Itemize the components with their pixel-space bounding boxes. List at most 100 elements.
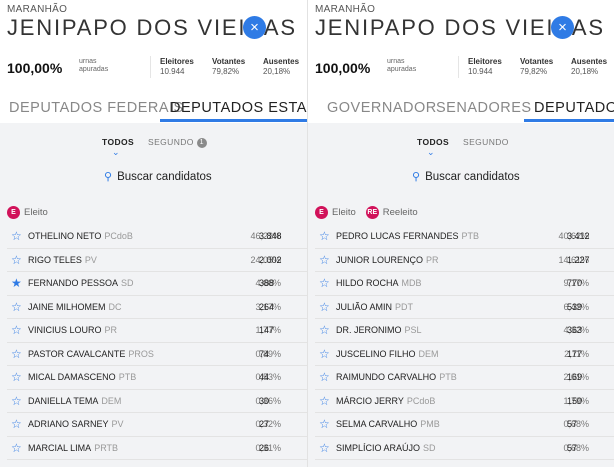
elected-badge-icon: E xyxy=(7,206,20,219)
tab-deputados-federais[interactable]: DEPUTADOS FEDERAIS xyxy=(9,100,184,116)
candidate-row[interactable]: ☆ PEDRO LUCAS FERNANDES PTB 40,62% 3.412 xyxy=(315,225,614,249)
vote-count: 147 xyxy=(259,325,275,335)
vote-count: 3.412 xyxy=(567,231,590,241)
candidate-name-wrap: SELMA CARVALHO PMB xyxy=(336,419,440,429)
panel-divider xyxy=(307,0,308,467)
candidate-row[interactable]: ☆ DR. JERONIMO PSL 4,32% 363 xyxy=(315,319,614,343)
stat-value: 10.944 xyxy=(160,67,185,76)
vote-count: 177 xyxy=(567,348,583,359)
elected-badge-icon: E xyxy=(315,206,328,219)
vote-percent: 40,62% xyxy=(558,231,589,241)
candidate-name-wrap: MARCIAL LIMA PRTB xyxy=(28,443,118,453)
candidate-row[interactable]: ☆ SELMA CARVALHO PMB 0,68% 57 xyxy=(315,413,614,437)
candidate-name-wrap: VINICIUS LOURO PR xyxy=(28,325,117,335)
stats-separator xyxy=(150,56,151,78)
tab-deputados-federais[interactable]: DEPUTADOS F xyxy=(534,100,614,116)
candidate-name: PASTOR CAVALCANTE xyxy=(28,348,126,359)
candidate-row[interactable]: ☆ OTHELINO NETO PCdoB 46,22% 3.848 xyxy=(7,225,307,249)
favorite-star-icon[interactable]: ☆ xyxy=(319,299,330,314)
vote-percent: 2,01% xyxy=(563,372,589,382)
percent-counted-label: urnas apuradas xyxy=(387,58,417,73)
vote-count: 770 xyxy=(567,278,583,288)
candidate-row[interactable]: ☆ MÁRCIO JERRY PCdoB 1,79% 150 xyxy=(315,390,614,413)
stat-value: 79,82% xyxy=(520,67,548,76)
vote-percent: 0,89% xyxy=(255,348,281,359)
favorite-star-icon[interactable]: ☆ xyxy=(319,252,330,267)
vote-percent: 4,32% xyxy=(563,325,589,335)
favorite-star-icon[interactable]: ☆ xyxy=(11,346,22,361)
vote-count: 2.002 xyxy=(259,254,282,265)
vote-percent: 0,53% xyxy=(255,372,281,382)
favorite-star-icon[interactable]: ☆ xyxy=(319,440,330,455)
close-icon[interactable]: × xyxy=(243,16,266,39)
subtab-todos[interactable]: TODOS xyxy=(102,137,135,147)
favorite-star-icon[interactable]: ☆ xyxy=(11,323,22,337)
tab-governador[interactable]: GOVERNADOR xyxy=(327,100,437,116)
favorite-star-icon[interactable]: ☆ xyxy=(11,440,22,455)
candidate-row[interactable]: ☆ DANIELLA TEMA DEM 0,36% 30 xyxy=(7,390,307,413)
candidate-row[interactable]: ☆ ADRIANO SARNEY PV 0,32% 27 xyxy=(7,413,307,437)
candidate-party: PRTB xyxy=(94,442,119,453)
candidate-name-wrap: JULIÃO AMIN PDT xyxy=(336,302,413,312)
results-panel-left: MARANHÃO JENIPAPO DOS VIEIRAS × 100,00% … xyxy=(0,4,307,467)
candidate-row[interactable]: ☆ MARCIAL LIMA PRTB 0,31% 26 xyxy=(7,437,307,460)
candidate-row[interactable]: ★ FERNANDO PESSOA SD 4,66% 388 xyxy=(7,272,307,296)
candidate-row[interactable]: ☆ RIGO TELES PV 24,05% 2.002 xyxy=(7,249,307,272)
candidate-list: ☆ PEDRO LUCAS FERNANDES PTB 40,62% 3.412 ☆ JUN… xyxy=(315,225,614,460)
candidate-party: PTB xyxy=(439,372,457,382)
favorite-star-icon[interactable]: ☆ xyxy=(319,393,330,408)
search-label: Buscar candidatos xyxy=(117,171,212,183)
subtab-segundo[interactable]: SEGUNDO 1 xyxy=(148,137,207,148)
candidate-party: PCdoB xyxy=(406,395,436,406)
candidate-name: MARCIAL LIMA xyxy=(28,442,92,453)
vote-count: 169 xyxy=(567,372,583,382)
vote-percent: 2,11% xyxy=(564,348,589,359)
favorite-star-icon[interactable]: ☆ xyxy=(11,393,22,408)
subtab-segundo[interactable]: SEGUNDO xyxy=(463,137,509,147)
candidate-name: VINICIUS LOURO xyxy=(28,325,102,335)
stats-separator xyxy=(458,56,459,78)
vote-percent: 0,68% xyxy=(563,442,589,453)
stat-absent: Ausentes 20,18% xyxy=(571,57,607,77)
vote-percent: 24,05% xyxy=(250,254,281,265)
favorite-star-icon[interactable]: ☆ xyxy=(319,346,330,361)
search-candidates[interactable]: ⚲ Buscar candidatos xyxy=(104,170,212,183)
candidate-row[interactable]: ☆ JULIÃO AMIN PDT 6,42% 539 xyxy=(315,296,614,319)
stat-value: 79,82% xyxy=(212,67,240,76)
candidate-row[interactable]: ☆ VINICIUS LOURO PR 1,77% 147 xyxy=(7,319,307,343)
vote-count: 57 xyxy=(567,442,578,453)
candidate-row[interactable]: ☆ JAINE MILHOMEM DC 3,17% 264 xyxy=(7,296,307,319)
candidate-row[interactable]: ☆ JUSCELINO FILHO DEM 2,11% 177 xyxy=(315,343,614,366)
candidate-row[interactable]: ☆ HILDO ROCHA MDB 9,17% 770 xyxy=(315,272,614,296)
vote-percent: 6,42% xyxy=(563,301,589,312)
favorite-star-icon[interactable]: ★ xyxy=(11,276,22,290)
candidate-name-wrap: OTHELINO NETO PCdoB xyxy=(28,231,133,241)
close-icon[interactable]: × xyxy=(551,16,574,39)
favorite-star-icon[interactable]: ☆ xyxy=(319,370,330,384)
search-candidates[interactable]: ⚲ Buscar candidatos xyxy=(412,170,520,183)
candidate-party: PSL xyxy=(404,325,422,335)
favorite-star-icon[interactable]: ☆ xyxy=(11,370,22,384)
legend-label: Eleito xyxy=(332,207,356,218)
candidate-row[interactable]: ☆ MICAL DAMASCENO PTB 0,53% 44 xyxy=(7,366,307,390)
favorite-star-icon[interactable]: ☆ xyxy=(319,276,330,290)
tab-senadores[interactable]: SENADORES xyxy=(436,100,532,116)
tab-deputados-estaduais[interactable]: DEPUTADOS ESTADUAIS xyxy=(170,100,307,116)
favorite-star-icon[interactable]: ☆ xyxy=(11,299,22,314)
favorite-star-icon[interactable]: ☆ xyxy=(319,229,330,243)
candidate-party: PR xyxy=(104,325,118,335)
subtab-todos[interactable]: TODOS xyxy=(417,137,450,147)
candidate-row[interactable]: ☆ SIMPLÍCIO ARAÚJO SD 0,68% 57 xyxy=(315,437,614,460)
favorite-star-icon[interactable]: ☆ xyxy=(319,323,330,337)
candidate-row[interactable]: ☆ PASTOR CAVALCANTE PROS 0,89% 74 xyxy=(7,343,307,366)
candidate-row[interactable]: ☆ JUNIOR LOURENÇO PR 14,61% 1.227 xyxy=(315,249,614,272)
stat-voters: Eleitores 10.944 xyxy=(468,57,502,77)
favorite-star-icon[interactable]: ☆ xyxy=(11,252,22,267)
favorite-star-icon[interactable]: ☆ xyxy=(319,417,330,431)
favorite-star-icon[interactable]: ☆ xyxy=(11,417,22,431)
favorite-star-icon[interactable]: ☆ xyxy=(11,229,22,243)
vote-count: 1.227 xyxy=(567,254,590,265)
candidate-name-wrap: RAIMUNDO CARVALHO PTB xyxy=(336,372,457,382)
candidate-row[interactable]: ☆ RAIMUNDO CARVALHO PTB 2,01% 169 xyxy=(315,366,614,390)
candidate-name-wrap: SIMPLÍCIO ARAÚJO SD xyxy=(336,443,436,453)
